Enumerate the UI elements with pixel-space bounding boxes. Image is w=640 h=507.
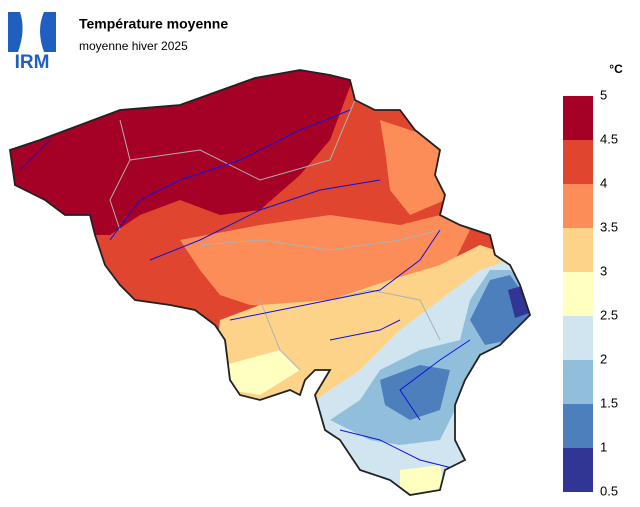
river [109,109,351,241]
legend-swatch [563,272,593,316]
zone [400,465,445,495]
rivers [19,109,471,471]
river [229,229,441,321]
zone [225,350,300,395]
river [19,139,51,171]
legend-tick-label: 1 [600,439,607,454]
border [109,119,131,231]
river [339,429,461,471]
zone [380,120,445,215]
province-borders [109,99,441,371]
logo-shape [8,12,23,52]
legend-unit: °C [609,62,623,76]
subtitle: moyenne hiver 2025 [79,39,188,53]
legend-tick-label: 2 [600,351,607,366]
legend-tick-label: 4.5 [600,131,618,146]
river [329,319,401,341]
logo: IRM [8,12,56,73]
legend-swatch [563,228,593,272]
river [399,339,471,421]
border [259,299,301,371]
logo-shape [40,12,56,52]
map [10,70,530,495]
legend-swatch [563,140,593,184]
legend-tick-label: 2.5 [600,307,618,322]
river [149,179,381,261]
legend-tick-label: 4 [600,175,607,190]
border [129,99,356,181]
legend-swatch [563,448,593,492]
border [329,289,441,341]
legend-swatch [563,96,593,140]
logo-text: IRM [15,52,50,73]
legend-swatch [563,404,593,448]
border [199,229,441,251]
legend-tick-label: 3.5 [600,219,618,234]
legend-tick-label: 3 [600,263,607,278]
title: Température moyenne [79,16,228,32]
legend-tick-label: 0.5 [600,483,618,498]
zone [380,365,450,420]
legend-tick-label: 5 [600,87,607,102]
legend: 0.5 1 1.5 2 2.5 3 3.5 4 4.5 5 [563,87,618,498]
legend-swatch [563,360,593,404]
legend-swatch [563,316,593,360]
legend-swatch [563,184,593,228]
legend-tick-label: 1.5 [600,395,618,410]
